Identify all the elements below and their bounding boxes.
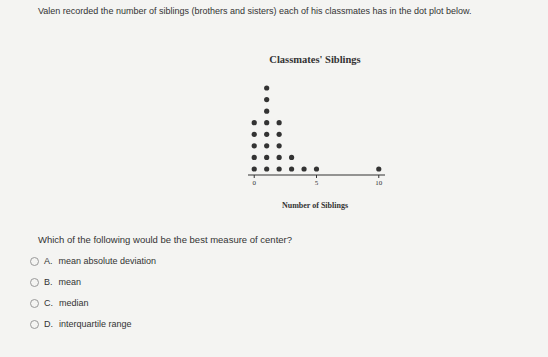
html-text:B.: B. [44, 277, 53, 287]
html-text:Valen recorded the number of s: Valen recorded the number of siblings (b… [38, 6, 472, 16]
html-text:A.: A. [44, 256, 53, 266]
html-text:C.: C. [44, 298, 53, 308]
svg-text:5: 5 [315, 179, 319, 187]
html-text:interquartile range: interquartile range [59, 319, 132, 329]
html-text:mean: mean [58, 277, 81, 287]
html-text:Number of Siblings: Number of Siblings [282, 201, 348, 210]
html-text:median: median [59, 298, 89, 308]
html-text:D.: D. [44, 319, 53, 329]
svg-text:10: 10 [375, 179, 383, 187]
html-text:Classmates' Siblings: Classmates' Siblings [269, 54, 361, 65]
html-text:Which of the following would b: Which of the following would be the best… [38, 234, 292, 245]
svg-text:0: 0 [252, 179, 256, 187]
html-text:mean absolute deviation: mean absolute deviation [58, 256, 157, 266]
